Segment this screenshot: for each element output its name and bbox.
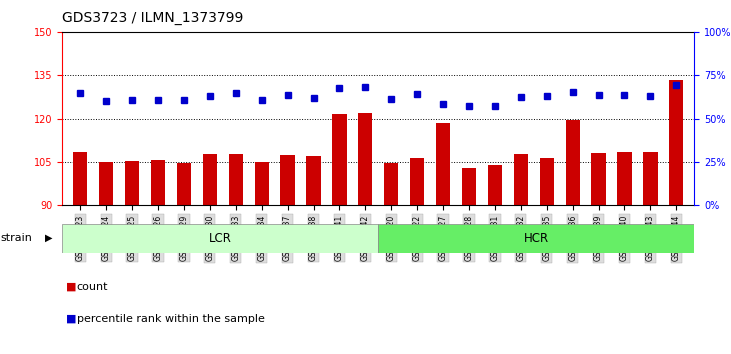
Text: count: count: [77, 282, 108, 292]
Bar: [669, 80, 683, 205]
Bar: [333, 114, 346, 205]
Bar: [73, 152, 88, 205]
Text: LCR: LCR: [209, 232, 232, 245]
Bar: [229, 154, 243, 205]
Bar: [99, 162, 113, 205]
Text: HCR: HCR: [524, 232, 549, 245]
Bar: [358, 113, 373, 205]
Bar: [488, 165, 502, 205]
Bar: [539, 158, 554, 205]
Bar: [514, 154, 528, 205]
Bar: [202, 154, 217, 205]
Text: ■: ■: [66, 282, 76, 292]
FancyBboxPatch shape: [379, 224, 694, 252]
Bar: [384, 164, 398, 205]
Text: strain: strain: [0, 233, 32, 243]
Bar: [125, 161, 139, 205]
Bar: [410, 158, 424, 205]
Text: percentile rank within the sample: percentile rank within the sample: [77, 314, 265, 324]
Text: ■: ■: [66, 314, 76, 324]
Bar: [643, 152, 657, 205]
Text: GDS3723 / ILMN_1373799: GDS3723 / ILMN_1373799: [62, 11, 243, 25]
Bar: [281, 155, 295, 205]
Bar: [177, 164, 191, 205]
Bar: [306, 156, 321, 205]
Bar: [566, 120, 580, 205]
Bar: [462, 168, 476, 205]
Bar: [618, 152, 632, 205]
Bar: [591, 153, 606, 205]
Bar: [151, 160, 165, 205]
Bar: [254, 162, 269, 205]
Bar: [436, 123, 450, 205]
Text: ▶: ▶: [45, 233, 53, 243]
FancyBboxPatch shape: [62, 224, 379, 252]
